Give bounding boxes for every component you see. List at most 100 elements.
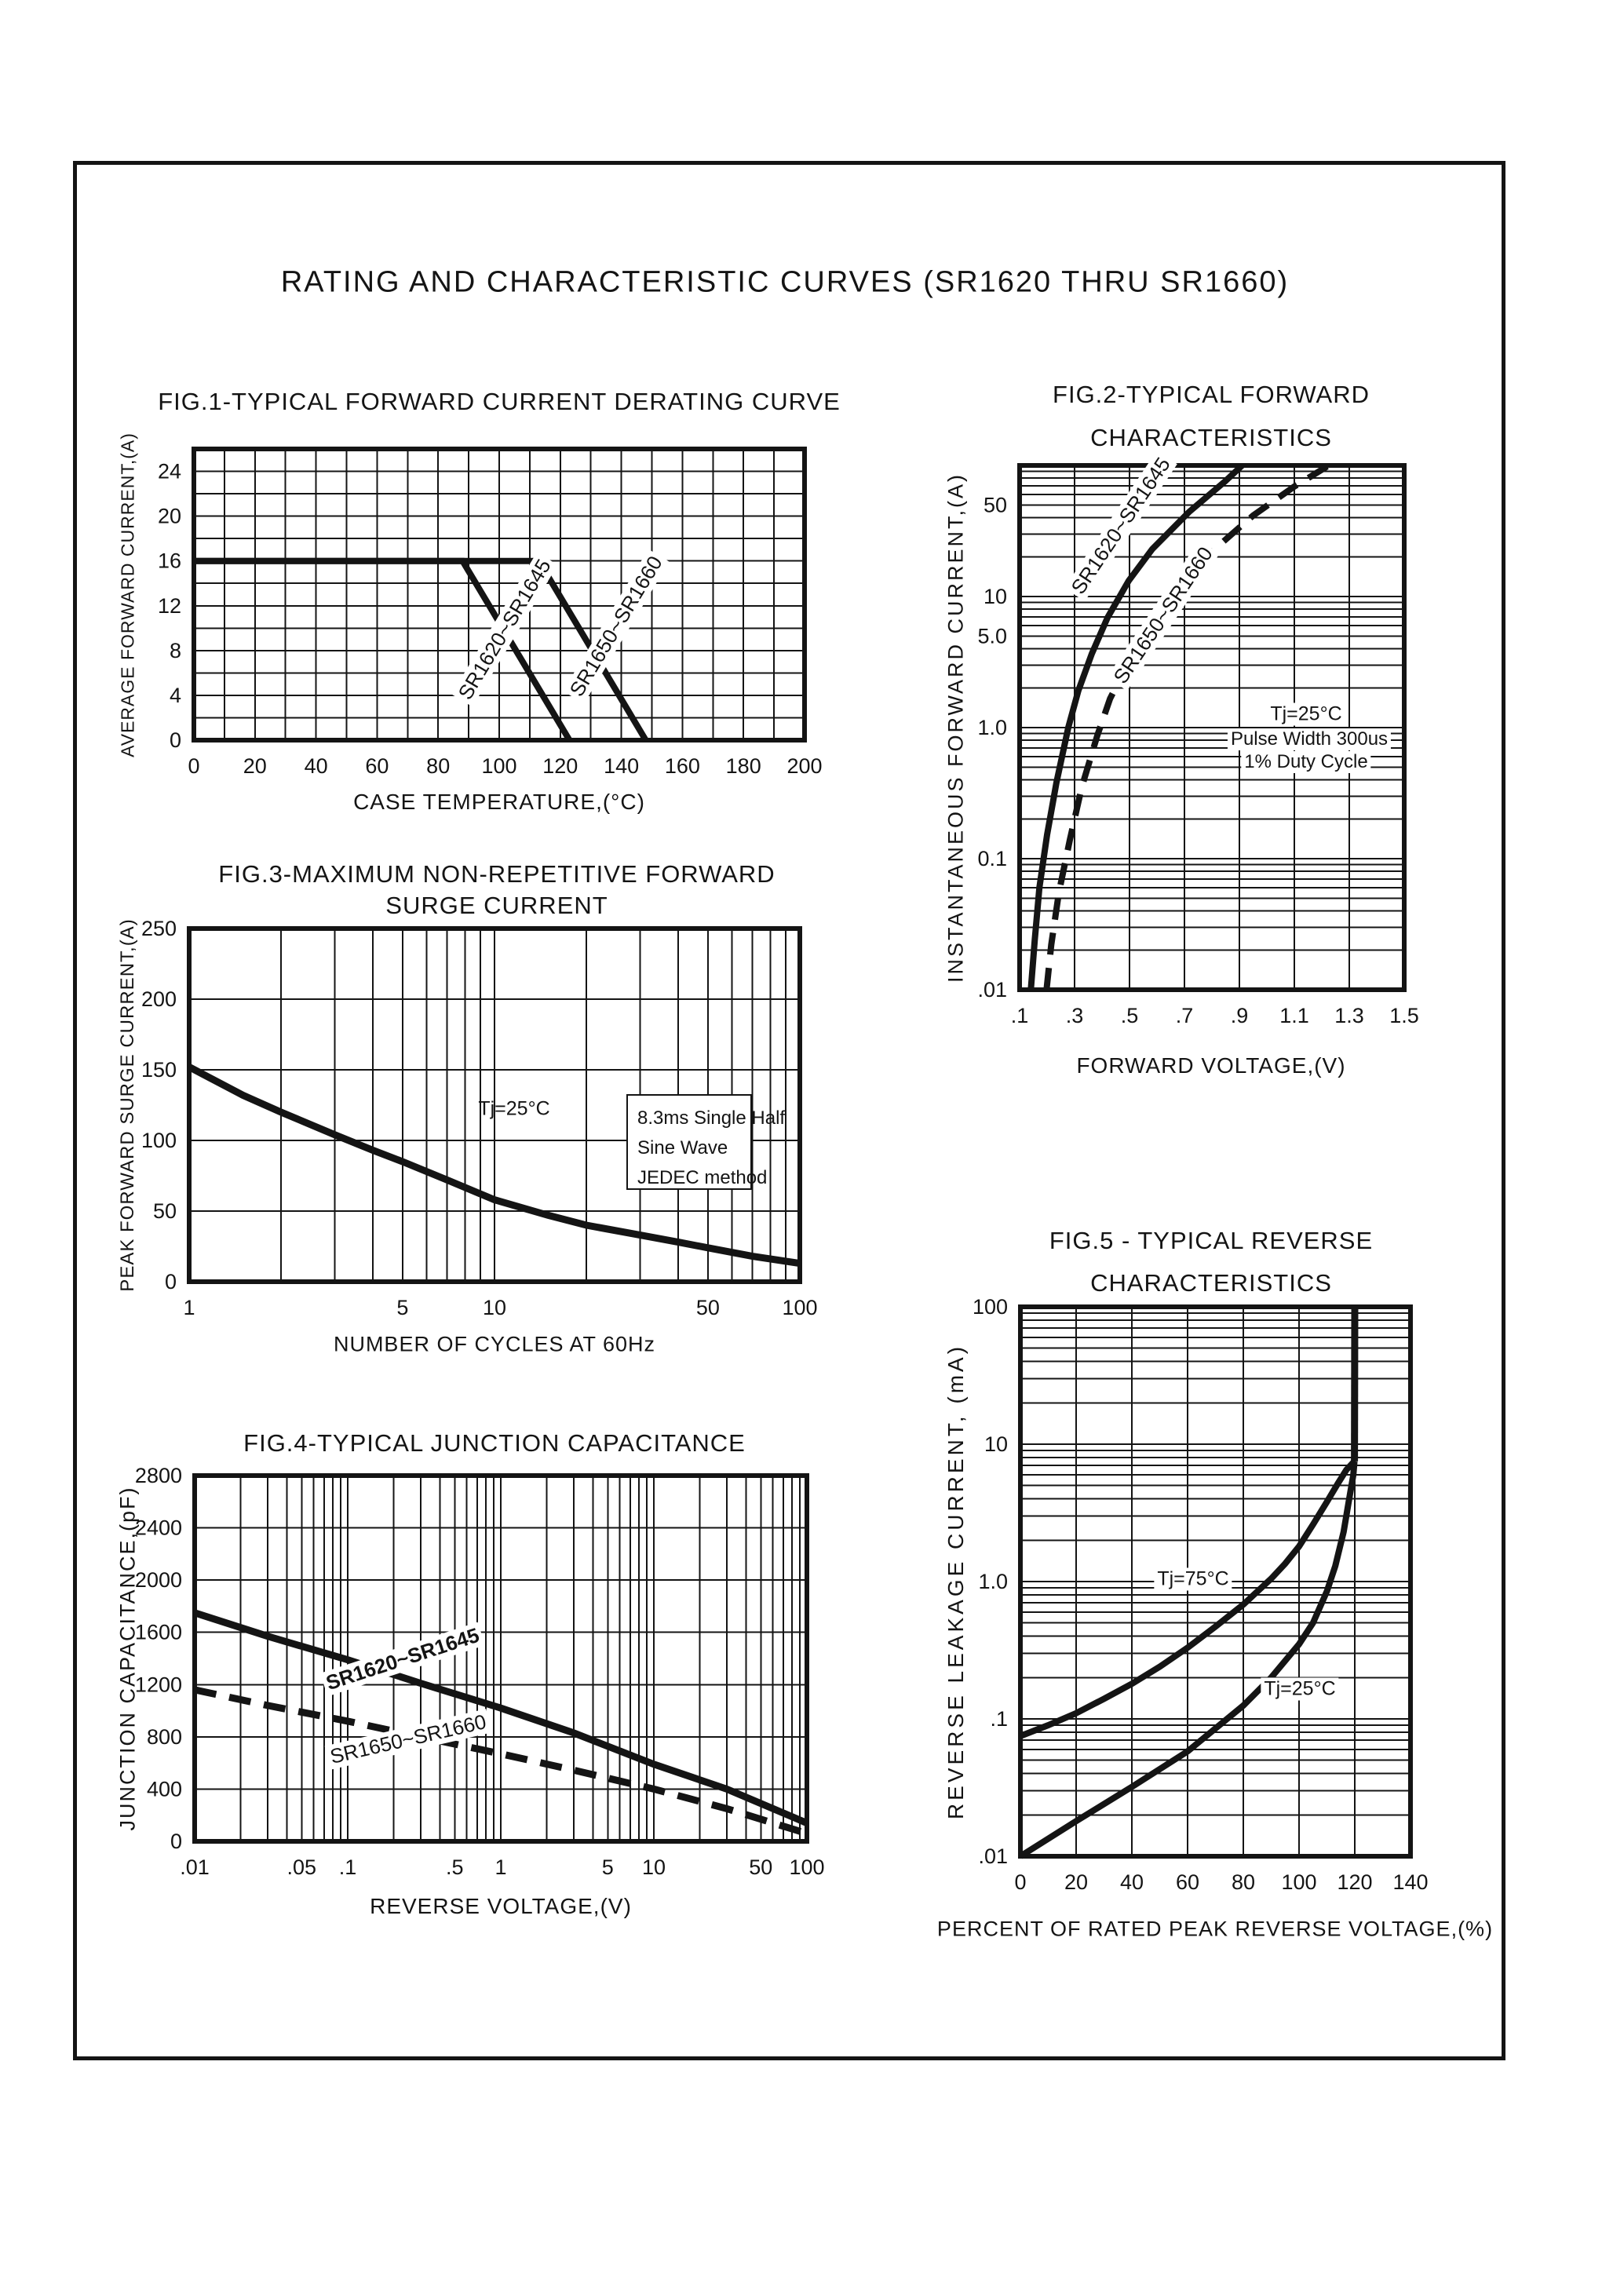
fig5-y-axis-title: REVERSE LEAKAGE CURRENT, (mA) (943, 1343, 968, 1820)
fig4-y-tick-label: 2000 (135, 1568, 182, 1592)
fig5-curve-tj-75c (1019, 1459, 1357, 1739)
fig3-x-axis-title: NUMBER OF CYCLES AT 60Hz (333, 1332, 656, 1356)
fig1-x-tick-label: 180 (726, 754, 761, 778)
fig3-curve-surge-current (187, 1064, 801, 1268)
fig2-y-tick-label: 50 (984, 493, 1007, 516)
fig5-x-tick-label: 80 (1232, 1870, 1255, 1894)
fig2-x-axis-title: FORWARD VOLTAGE,(V) (1076, 1053, 1346, 1078)
fig5-title-line1: FIG.5 - TYPICAL REVERSE (1049, 1227, 1374, 1254)
fig2-x-tick-label: 1.3 (1334, 1004, 1364, 1027)
fig1-x-tick-label: 120 (542, 754, 578, 778)
fig1-y-tick-label: 8 (170, 639, 181, 662)
fig1-x-tick-label: 140 (604, 754, 639, 778)
fig5-x-tick-label: 20 (1064, 1870, 1088, 1894)
fig4-y-tick-label: 400 (147, 1777, 182, 1801)
fig2-note-duty: 1% Duty Cycle (1241, 751, 1371, 773)
fig2-x-tick-label: .7 (1176, 1004, 1194, 1027)
fig1-y-tick-label: 0 (170, 728, 181, 752)
page-title: RATING AND CHARACTERISTIC CURVES (SR1620… (280, 265, 1290, 299)
fig4-x-tick-label: .1 (339, 1855, 357, 1879)
fig5-x-tick-label: 140 (1392, 1870, 1428, 1894)
fig2-x-tick-label: .9 (1231, 1004, 1249, 1027)
fig1-y-tick-label: 4 (170, 684, 181, 707)
fig3-y-tick-label: 250 (141, 917, 177, 940)
page-border-frame (73, 161, 1505, 2060)
fig2-title-line2: CHARACTERISTICS (1090, 424, 1332, 451)
fig4-curve-sr1620-sr1645 (193, 1609, 808, 1826)
fig3-note-line1: 8.3ms Single Half (637, 1107, 786, 1129)
fig5-x-tick-label: 120 (1337, 1870, 1372, 1894)
fig3-x-tick-label: 50 (696, 1296, 720, 1319)
fig2-note-tj: Tj=25°C (1267, 702, 1345, 726)
fig4-y-tick-label: 1600 (135, 1621, 182, 1644)
fig5-x-axis-title: PERCENT OF RATED PEAK REVERSE VOLTAGE,(%… (936, 1917, 1494, 1941)
fig5-y-tick-label: 10 (984, 1432, 1008, 1456)
fig4-plot-frame (192, 1473, 809, 1844)
fig3-x-tick-label: 5 (396, 1296, 408, 1319)
fig1-x-tick-label: 40 (305, 754, 328, 778)
fig1-x-tick-label: 0 (188, 754, 199, 778)
fig5-curve-tj-25c (1018, 1461, 1358, 1859)
fig5-x-tick-label: 60 (1176, 1870, 1199, 1894)
fig2-x-tick-label: .3 (1066, 1004, 1084, 1027)
fig1-x-tick-label: 80 (426, 754, 450, 778)
fig3-y-tick-label: 0 (165, 1270, 177, 1293)
fig4-x-tick-label: 10 (642, 1855, 666, 1879)
fig2-y-tick-label: 0.1 (977, 847, 1007, 870)
fig2-curve-sr1620-sr1645 (1027, 463, 1245, 991)
fig5-note-tj25: Tj=25°C (1261, 1677, 1339, 1701)
fig3-note-line2: Sine Wave (637, 1137, 728, 1158)
fig4-y-axis-title: JUNCTION CAPACITANCE,(pF) (115, 1486, 140, 1831)
fig2-y-tick-label: 10 (984, 585, 1007, 608)
fig3-x-tick-label: 100 (782, 1296, 817, 1319)
fig5-y-tick-label: 100 (973, 1295, 1008, 1319)
fig4-x-tick-label: 50 (749, 1855, 772, 1879)
fig1-x-tick-label: 60 (365, 754, 389, 778)
fig3-note-tj: Tj=25°C (478, 1097, 550, 1120)
fig4-x-tick-label: 1 (494, 1855, 506, 1879)
fig2-y-tick-label: .01 (977, 978, 1007, 1002)
fig3-y-tick-label: 100 (141, 1129, 177, 1152)
fig5-x-tick-label: 100 (1281, 1870, 1316, 1894)
fig4-x-tick-label: .01 (180, 1855, 210, 1879)
fig2-x-tick-label: .5 (1121, 1004, 1139, 1027)
fig3-title-line1: FIG.3-MAXIMUM NON-REPETITIVE FORWARD (218, 860, 776, 888)
fig5-y-tick-label: 1.0 (978, 1570, 1008, 1593)
fig2-note-pulse: Pulse Width 300us (1227, 728, 1392, 750)
fig1-y-tick-label: 20 (158, 505, 181, 528)
fig3-note-box: 8.3ms Single Half Sine Wave JEDEC method (626, 1094, 786, 1190)
fig1-y-tick-label: 24 (158, 460, 181, 483)
fig2-x-tick-label: 1.5 (1389, 1004, 1419, 1027)
fig1-x-axis-title: CASE TEMPERATURE,(°C) (353, 790, 645, 814)
fig2-y-tick-label: 5.0 (977, 624, 1007, 648)
fig1-x-tick-label: 160 (665, 754, 700, 778)
fig5-x-tick-label: 0 (1014, 1870, 1026, 1894)
fig5-y-tick-label: .01 (978, 1844, 1008, 1868)
fig4-y-tick-label: 1200 (135, 1673, 182, 1696)
fig5-plot-frame (1018, 1304, 1413, 1859)
fig3-y-axis-title: PEAK FORWARD SURGE CURRENT,(A) (117, 918, 138, 1292)
fig4-x-tick-label: 100 (789, 1855, 824, 1879)
fig4-y-tick-label: 2400 (135, 1516, 182, 1540)
fig5-x-tick-label: 40 (1120, 1870, 1144, 1894)
fig5-note-tj75: Tj=75°C (1154, 1567, 1232, 1591)
fig3-title-line2: SURGE CURRENT (385, 892, 608, 919)
fig2-y-tick-label: 1.0 (977, 716, 1007, 739)
fig2-x-tick-label: .1 (1011, 1004, 1029, 1027)
fig4-x-tick-label: .5 (446, 1855, 464, 1879)
fig4-x-tick-label: .05 (287, 1855, 317, 1879)
fig1-x-tick-label: 200 (786, 754, 822, 778)
fig3-y-tick-label: 150 (141, 1058, 177, 1082)
fig3-plot-frame (187, 926, 802, 1284)
fig2-title-line1: FIG.2-TYPICAL FORWARD (1053, 381, 1370, 408)
fig1-y-tick-label: 16 (158, 549, 181, 573)
fig4-x-axis-title: REVERSE VOLTAGE,(V) (370, 1894, 632, 1918)
fig1-plot-frame (192, 447, 807, 742)
fig4-y-tick-label: 2800 (135, 1464, 182, 1487)
fig1-y-tick-label: 12 (158, 594, 181, 618)
fig1-y-axis-title: AVERAGE FORWARD CURRENT,(A) (117, 432, 138, 757)
fig3-note-line3: JEDEC method (637, 1167, 768, 1188)
fig4-y-tick-label: 800 (147, 1725, 182, 1749)
